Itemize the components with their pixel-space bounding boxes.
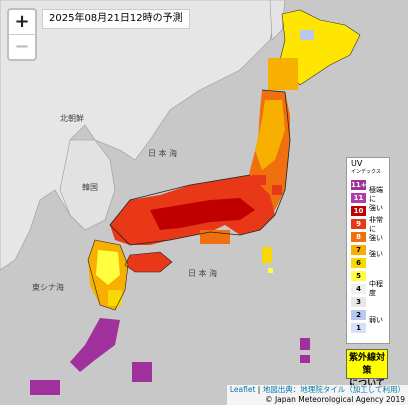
legend-group: 強い xyxy=(369,250,383,258)
place-label: 日 本 海 xyxy=(148,149,178,158)
place-label: 韓国 xyxy=(82,183,98,192)
legend-level: 5 xyxy=(351,271,366,281)
legend-level: 3 xyxy=(351,297,366,307)
legend-level: 11 xyxy=(351,193,366,203)
place-label: 日 本 海 xyxy=(188,269,218,278)
zoom-in-button[interactable]: + xyxy=(14,11,30,32)
legend-group: 弱い xyxy=(369,316,383,324)
legend-level: 1 xyxy=(351,323,366,333)
hokkaido xyxy=(280,10,360,85)
zoom-control: + − xyxy=(7,8,37,61)
legend-level: 2 xyxy=(351,310,366,320)
leaflet-link[interactable]: Leaflet xyxy=(229,385,256,394)
attribution: Leaflet | 地図出典：地理院タイル（加工して利用） © Japan Me… xyxy=(226,385,408,405)
legend-level: 7 xyxy=(351,245,366,255)
legend-level: 10 xyxy=(351,206,366,216)
shikoku xyxy=(125,252,172,272)
uv-measures-button[interactable]: 紫外線対策 について xyxy=(346,349,388,389)
legend-level: 11+ xyxy=(351,180,367,190)
gsi-link[interactable]: 地図出典：地理院タイル（加工して利用） xyxy=(262,385,405,394)
legend-level: 4 xyxy=(351,284,366,294)
legend-group: 極端に 強い xyxy=(369,186,383,212)
zoom-out-button[interactable]: − xyxy=(9,34,35,59)
legend-subtitle: インデックス xyxy=(351,169,381,175)
legend-group: 中程度 xyxy=(369,280,383,297)
jma-copyright: © Japan Meteorological Agency 2019 xyxy=(265,395,405,404)
legend-title: UV xyxy=(351,159,363,168)
ryukyu-islands xyxy=(70,318,120,372)
legend-group: 非常に 強い xyxy=(369,216,383,242)
legend-level: 8 xyxy=(351,232,366,242)
sakhalin xyxy=(269,0,286,41)
legend-level: 9 xyxy=(351,219,366,229)
forecast-title: 2025年08月21日12時の予測 xyxy=(42,9,190,29)
legend-level: 6 xyxy=(351,258,366,268)
uv-legend: UV インデックス 11+ 11 10 9 8 7 6 5 4 3 2 1 極端に 強い 非常に 強い… xyxy=(346,157,390,344)
place-label: 北朝鮮 xyxy=(60,114,84,123)
place-label: 東シナ海 xyxy=(32,283,64,292)
korea-peninsula xyxy=(59,139,116,231)
